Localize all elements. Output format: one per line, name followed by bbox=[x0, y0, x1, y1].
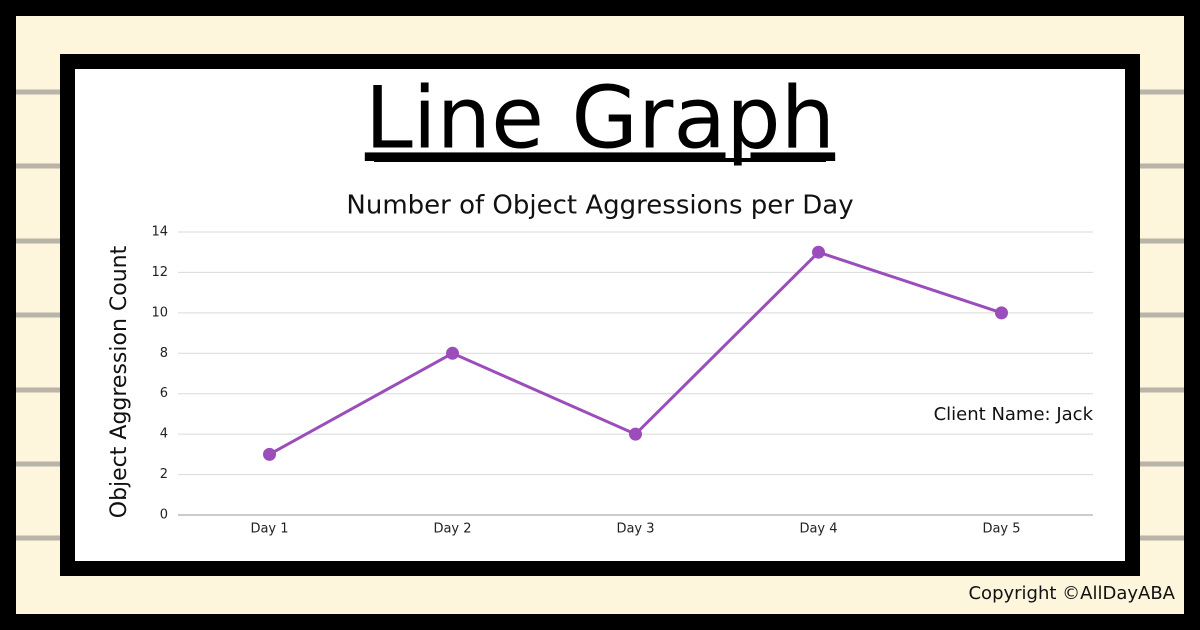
y-tick-label: 8 bbox=[160, 346, 168, 361]
data-point bbox=[446, 346, 459, 360]
x-tick-label: Day 3 bbox=[616, 522, 654, 537]
x-tick-label: Day 2 bbox=[433, 522, 471, 537]
x-tick-label: Day 1 bbox=[250, 522, 288, 537]
annotation: Client Name: Jack bbox=[934, 404, 1094, 425]
chart-title: Line Graph bbox=[365, 68, 835, 168]
data-point bbox=[263, 447, 276, 461]
chart-panel bbox=[75, 69, 1125, 561]
data-point bbox=[995, 306, 1008, 320]
copyright: Copyright ©AllDayABA bbox=[968, 583, 1175, 604]
y-tick-label: 0 bbox=[160, 508, 168, 523]
x-tick-label: Day 4 bbox=[799, 522, 837, 537]
x-tick-label: Day 5 bbox=[982, 522, 1020, 537]
y-tick-label: 14 bbox=[151, 225, 168, 240]
y-tick-label: 10 bbox=[151, 305, 168, 320]
data-point bbox=[629, 427, 642, 441]
y-tick-label: 12 bbox=[151, 265, 168, 280]
data-point bbox=[812, 245, 825, 259]
y-tick-label: 6 bbox=[160, 386, 168, 401]
y-tick-label: 2 bbox=[160, 467, 168, 482]
y-axis-label: Object Aggression Count bbox=[107, 245, 132, 518]
chart-subtitle: Number of Object Aggressions per Day bbox=[346, 191, 853, 221]
y-tick-label: 4 bbox=[160, 427, 168, 442]
